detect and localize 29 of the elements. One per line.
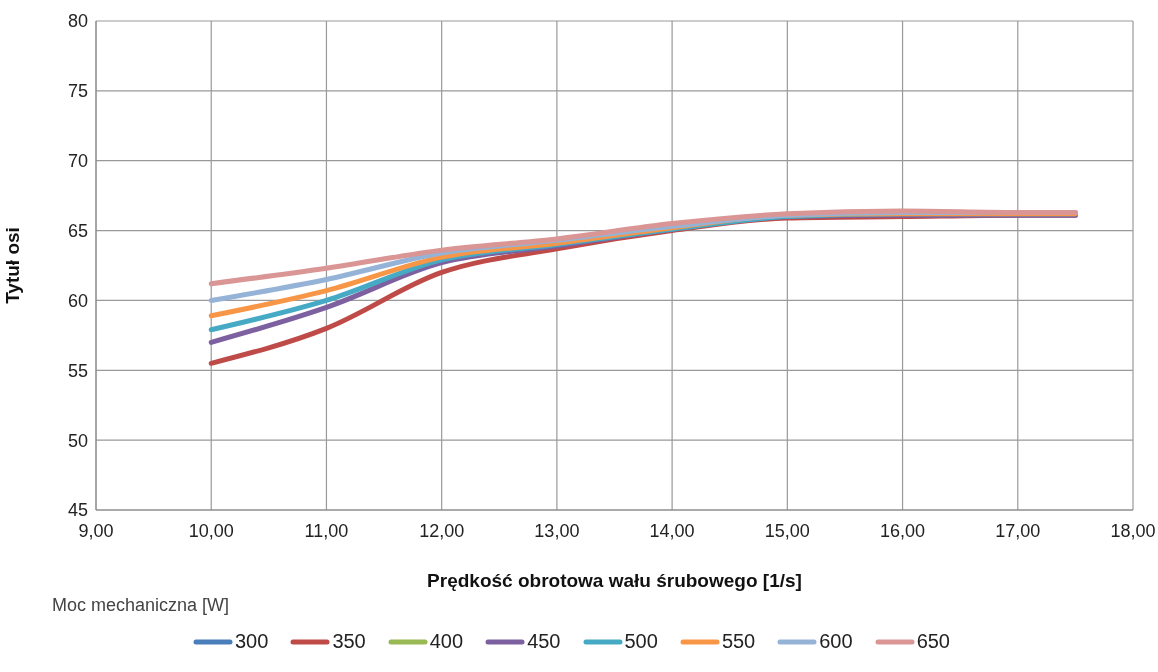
legend-label: 550 — [720, 630, 756, 653]
y-tick-label: 65 — [67, 220, 88, 241]
x-tick-label: 16,00 — [880, 520, 926, 541]
y-tick-label: 80 — [67, 11, 88, 32]
legend-label: 450 — [526, 630, 561, 653]
x-tick-label: 17,00 — [995, 520, 1041, 541]
x-tick-label: 12,00 — [419, 520, 465, 541]
x-tick-label: 11,00 — [304, 520, 349, 541]
y-tick-label: 75 — [67, 81, 88, 102]
x-tick-label: 10,00 — [188, 520, 234, 541]
x-tick-label: 14,00 — [649, 520, 695, 541]
legend-label: 600 — [818, 630, 853, 653]
legend-label: 650 — [915, 630, 950, 653]
legend-label: 300 — [234, 630, 269, 653]
y-tick-label: 50 — [67, 430, 88, 451]
x-tick-label: 13,00 — [534, 520, 580, 541]
x-tick-label: 9,00 — [78, 520, 114, 541]
y-axis-title: Tytuł osi — [1, 227, 23, 304]
legend-label: 350 — [331, 630, 366, 653]
legend-title: Moc mechaniczna [W] — [52, 595, 231, 616]
x-tick-label: 15,00 — [764, 520, 810, 541]
y-tick-label: 70 — [67, 151, 88, 172]
y-tick-label: 60 — [67, 290, 88, 311]
legend-label: 400 — [428, 630, 464, 653]
legend-label: 500 — [623, 630, 658, 653]
x-axis-title: Prędkość obrotowa wału śrubowego [1/s] — [427, 570, 802, 591]
y-tick-label: 45 — [67, 500, 88, 521]
x-tick-label: 18,00 — [1110, 520, 1156, 541]
y-tick-label: 55 — [67, 360, 88, 381]
